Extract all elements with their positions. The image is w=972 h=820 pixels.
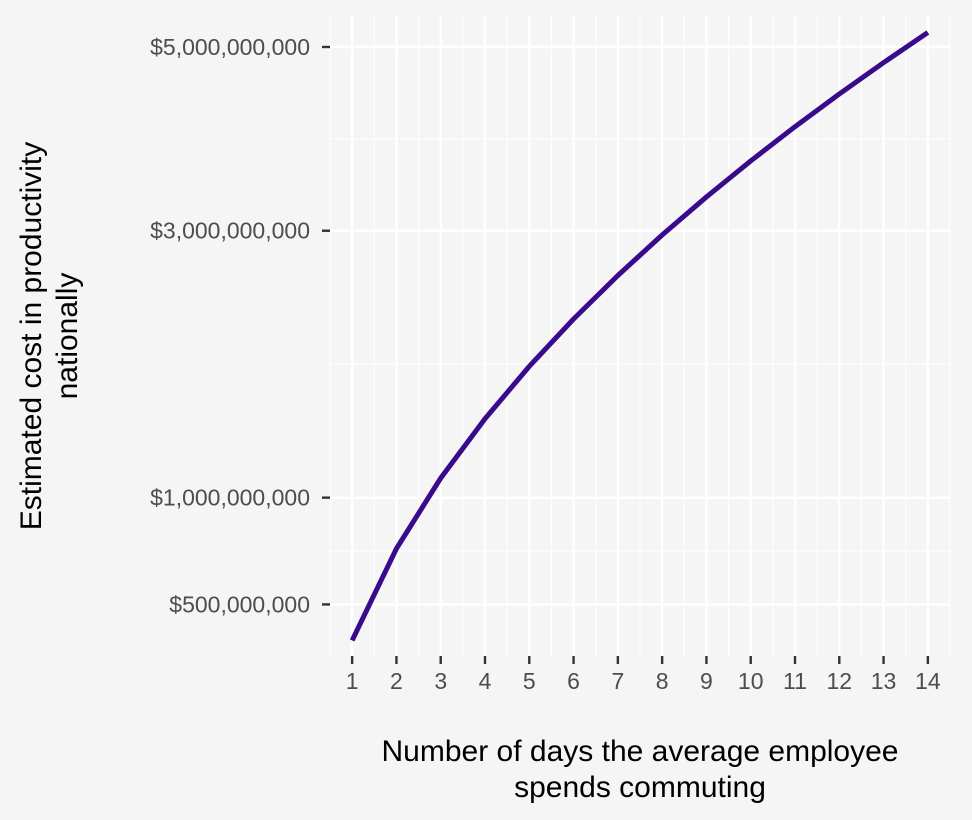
x-tick-label: 3	[434, 668, 447, 694]
axes: $500,000,000 $1,000,000,000 $3,000,000,000…	[150, 34, 941, 694]
y-tick-label: $1,000,000,000	[150, 485, 310, 511]
y-tick-label: $500,000,000	[169, 591, 310, 617]
x-tick-label: 7	[611, 668, 624, 694]
series-line	[349, 30, 930, 642]
x-tick-label: 10	[738, 668, 764, 694]
x-axis-title-line-1: Number of days the average employee	[382, 735, 899, 768]
y-axis-title-line-2: nationally	[51, 273, 84, 400]
x-tick-label: 4	[479, 668, 492, 694]
x-tick-label: 11	[783, 668, 807, 694]
y-tick-label: $5,000,000,000	[150, 34, 310, 60]
x-tick-label: 1	[346, 668, 359, 694]
y-tick-label: $3,000,000,000	[150, 218, 310, 244]
x-tick-label: 5	[523, 668, 536, 694]
x-tick-label: 6	[567, 668, 580, 694]
x-tick-label: 9	[700, 668, 713, 694]
series-layer	[349, 30, 930, 642]
y-axis-title-line-1: Estimated cost in productivity	[15, 142, 48, 531]
x-axis-title-line-2: spends commuting	[514, 771, 766, 804]
x-tick-label: 13	[871, 668, 897, 694]
y-axis-title: Estimated cost in productivity nationall…	[15, 142, 84, 531]
x-tick-label: 8	[656, 668, 669, 694]
x-tick-label: 2	[390, 668, 403, 694]
x-tick-label: 12	[826, 668, 852, 694]
x-tick-label: 14	[915, 668, 941, 694]
